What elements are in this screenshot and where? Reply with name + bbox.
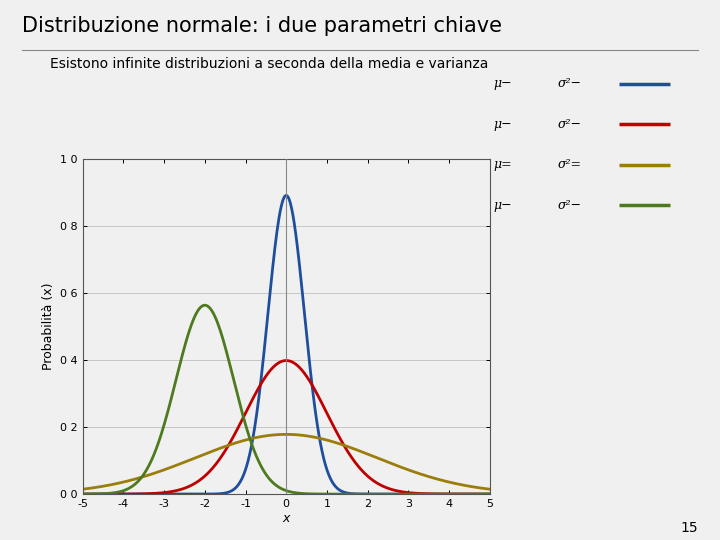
- Text: μ−: μ−: [493, 77, 512, 90]
- Text: μ−: μ−: [493, 199, 512, 212]
- Text: σ²−: σ²−: [558, 77, 582, 90]
- Y-axis label: Probabilità (x): Probabilità (x): [42, 283, 55, 370]
- Text: 15: 15: [681, 521, 698, 535]
- Text: μ=: μ=: [493, 158, 512, 171]
- Text: σ²=: σ²=: [558, 158, 582, 171]
- Text: σ²−: σ²−: [558, 199, 582, 212]
- Text: σ²−: σ²−: [558, 118, 582, 131]
- X-axis label: x: x: [282, 512, 290, 525]
- Text: Esistono infinite distribuzioni a seconda della media e varianza: Esistono infinite distribuzioni a second…: [50, 57, 489, 71]
- Text: μ−: μ−: [493, 118, 512, 131]
- Text: Distribuzione normale: i due parametri chiave: Distribuzione normale: i due parametri c…: [22, 16, 502, 36]
